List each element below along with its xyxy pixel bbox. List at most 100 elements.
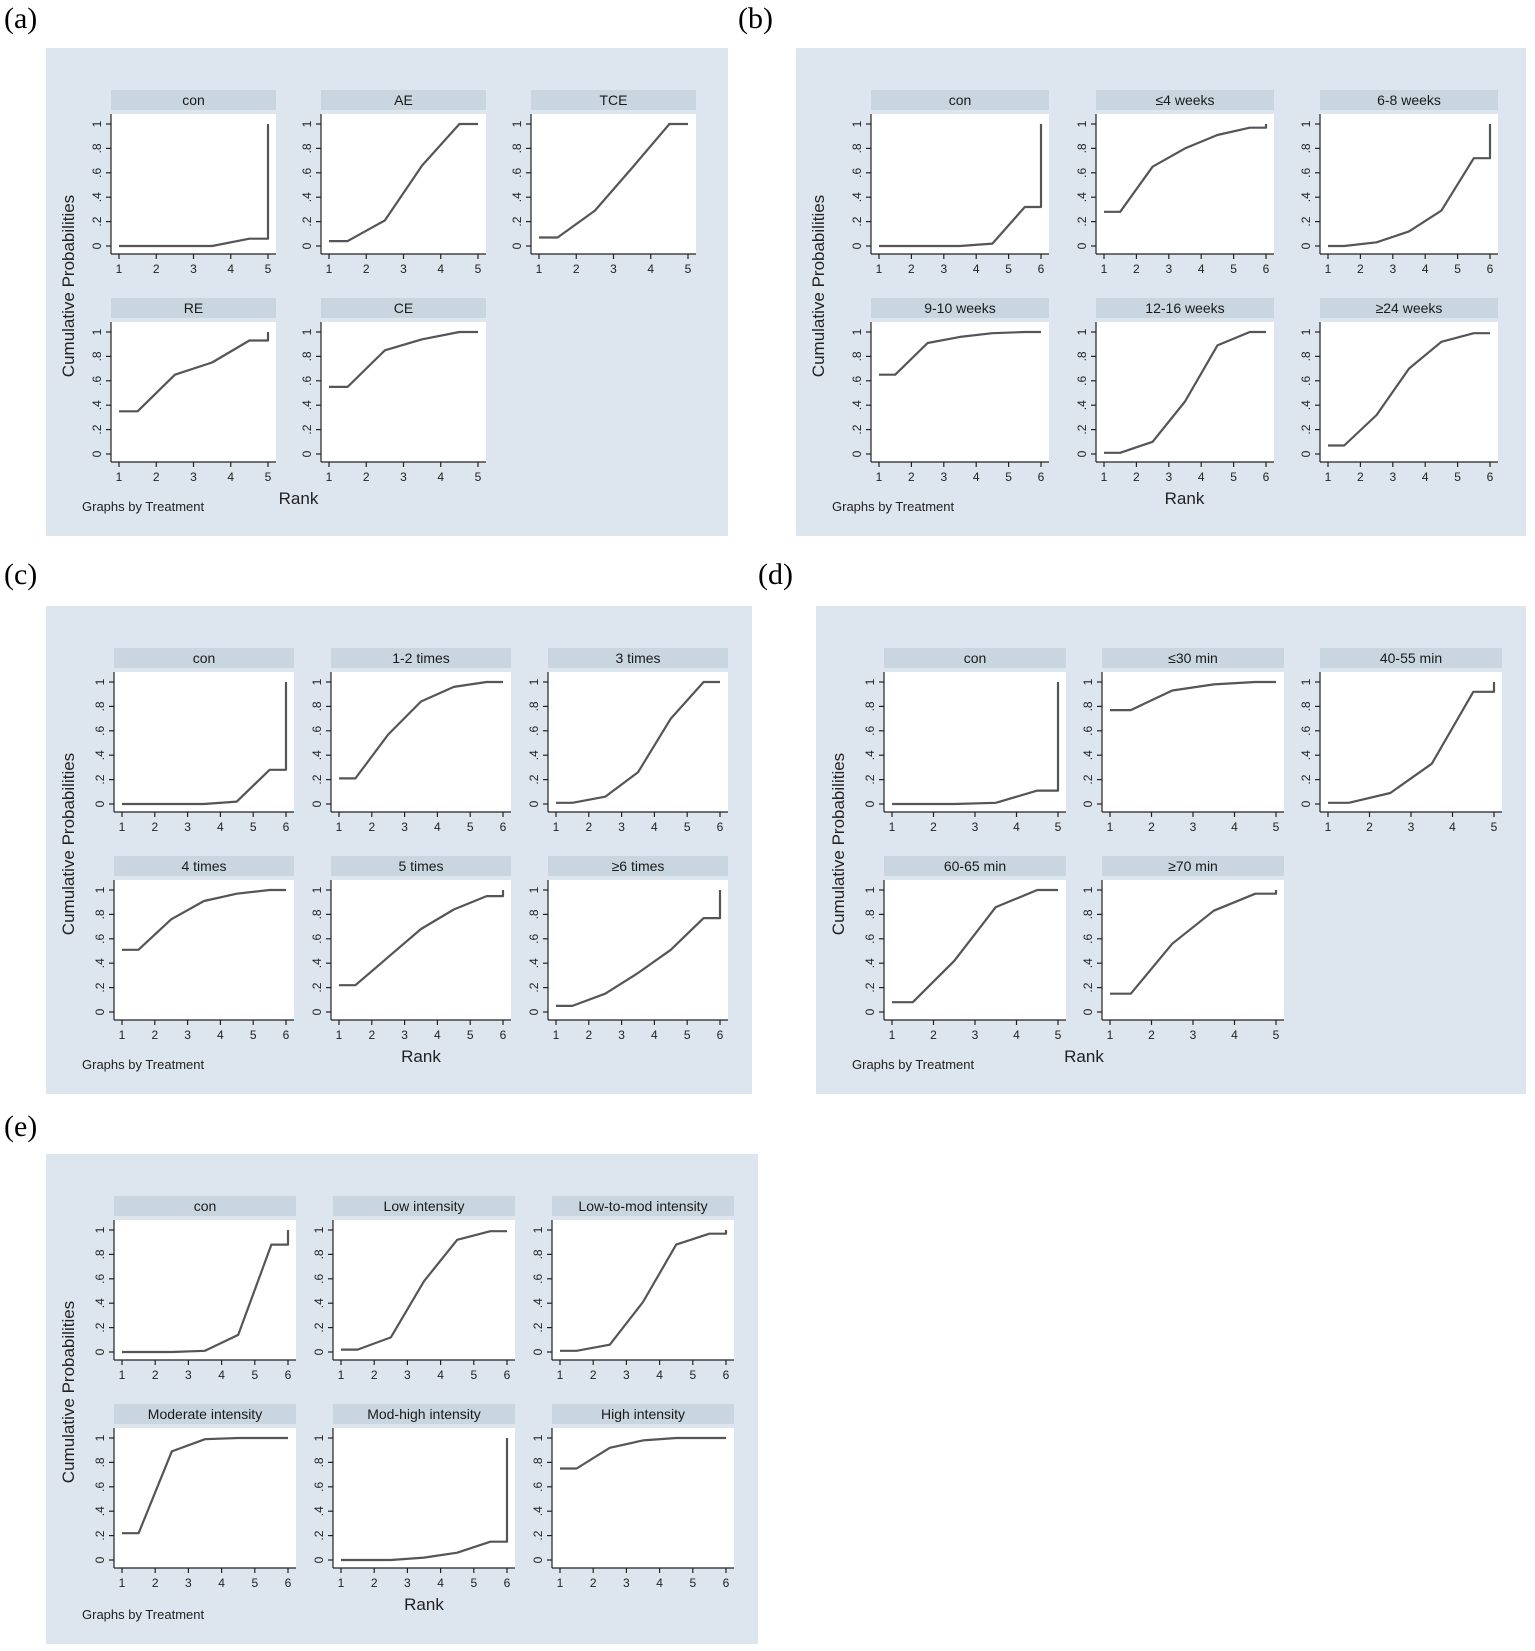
- panel-tce-x-tick-label: 1: [536, 262, 543, 276]
- panel-6-8-weeks-y-tick-label: .8: [1299, 143, 1313, 153]
- panel-ae-y-tick-label: .8: [300, 143, 314, 153]
- panel-1-2-times-y-tick-label: 0: [310, 800, 324, 807]
- panel-24-weeks-title: ≥24 weeks: [1376, 300, 1443, 316]
- panel-6-times-y-tick-label: 0: [527, 1008, 541, 1015]
- panel-con-y-tick-label: 0: [863, 800, 877, 807]
- panel-5-times-y-tick-label: .6: [310, 933, 324, 943]
- panel-40-55-min-x-tick-label: 2: [1366, 820, 1373, 834]
- panel-6-times-line: [556, 890, 722, 1007]
- panel-ce-line: [329, 330, 478, 388]
- panel-ce-y-tick-label: .4: [300, 400, 314, 410]
- y-axis-title: Cumulative Probabilities: [829, 753, 848, 935]
- panel-4-weeks-x-tick-label: 4: [1198, 262, 1205, 276]
- panel-70-min-x-tick-label: 3: [1190, 1028, 1197, 1042]
- panel-4-times-x-tick-label: 6: [283, 1028, 290, 1042]
- panel-70-min-y-tick-label: .4: [1081, 958, 1095, 968]
- panel-4-weeks-plot-area: [1096, 114, 1274, 254]
- panel-low-to-mod-intensity-y-tick-label: 1: [531, 1226, 545, 1233]
- panel-60-65-min-title: 60-65 min: [944, 858, 1006, 874]
- panel-ae-y-tick-label: .2: [300, 216, 314, 226]
- panel-3-times-y-tick-label: .4: [527, 750, 541, 760]
- panel-tce-plot-area: [531, 114, 696, 254]
- panel-30-min-y-tick-label: .6: [1081, 725, 1095, 735]
- panel-4-times-y-tick-label: .6: [93, 933, 107, 943]
- panel-con-y-tick-label: 0: [90, 242, 104, 249]
- panel-4-weeks-y-tick-label: .4: [1075, 192, 1089, 202]
- figure-e: con 0 .2 .4 .6 .8 1 1 2 3 4 5 6 Low intensity 0 .2 .4 .6.…: [46, 1154, 758, 1644]
- panel-ae-x-tick-label: 2: [363, 262, 370, 276]
- panel-6-times-strip: [548, 856, 728, 876]
- panel-60-65-min-y-tick-label: .2: [863, 982, 877, 992]
- panel-3-times-x-tick-label: 1: [553, 820, 560, 834]
- panel-ce-strip: [321, 298, 486, 318]
- panel-12-16-weeks-x-tick-label: 5: [1230, 470, 1237, 484]
- panel-con-y-tick-label: .2: [93, 1322, 107, 1332]
- panel-4-weeks-y-tick-label: 1: [1075, 120, 1089, 127]
- panel-70-min-x-tick-label: 2: [1148, 1028, 1155, 1042]
- panel-con-y-tick-label: .2: [863, 774, 877, 784]
- panel-con-plot-area: [884, 672, 1066, 812]
- panel-12-16-weeks-title: 12-16 weeks: [1145, 300, 1224, 316]
- panel-ce-x-tick-label: 4: [437, 470, 444, 484]
- panel-40-55-min-y-tick-label: .4: [1299, 750, 1313, 760]
- panel-24-weeks-x-tick-label: 5: [1454, 470, 1461, 484]
- panel-12-16-weeks-x-tick-label: 3: [1165, 470, 1172, 484]
- panel-high-intensity-x-tick-label: 6: [723, 1576, 730, 1590]
- panel-9-10-weeks-strip: [871, 298, 1049, 318]
- panel-4-weeks-x-tick-label: 2: [1133, 262, 1140, 276]
- panel-6-8-weeks-plot-area: [1320, 114, 1498, 254]
- panel-60-65-min-strip: [884, 856, 1066, 876]
- figure-d: con 0 .2 .4 .6 .8 1 1 2 3 4 5 ≤30 min 0 .2 .4 .6 .8 1 1 2 3 4 5…: [816, 606, 1526, 1094]
- panel-con-x-tick-label: 2: [930, 820, 937, 834]
- panel-24-weeks-x-tick-label: 1: [1325, 470, 1332, 484]
- panel-low-intensity-y-tick-label: .6: [312, 1273, 326, 1283]
- panel-con-x-tick-label: 3: [972, 820, 979, 834]
- panel-5-times-y-tick-label: 0: [310, 1008, 324, 1015]
- panel-40-55-min-y-tick-label: 0: [1299, 800, 1313, 807]
- panel-tce-y-tick-label: .4: [510, 192, 524, 202]
- panel-6-8-weeks-y-tick-label: 1: [1299, 120, 1313, 127]
- panel-12-16-weeks-line: [1104, 330, 1266, 454]
- graphs-by-note: Graphs by Treatment: [832, 499, 954, 514]
- panel-ae-x-tick-label: 3: [400, 262, 407, 276]
- chart-svg: con 0 .2 .4 .6 .8 1 1 2 3 4 5 ≤30 min 0 .2 .4 .6 .8 1 1 2 3 4 5…: [829, 648, 1502, 1072]
- panel-tce-x-tick-label: 2: [573, 262, 580, 276]
- panel-4-times-x-tick-label: 1: [119, 1028, 126, 1042]
- panel-5-times-x-tick-label: 4: [434, 1028, 441, 1042]
- panel-6-8-weeks-x-tick-label: 2: [1357, 262, 1364, 276]
- panel-high-intensity-y-tick-label: 0: [531, 1556, 545, 1563]
- panel-low-intensity-y-tick-label: 1: [312, 1226, 326, 1233]
- panel-9-10-weeks-x-tick-label: 2: [908, 470, 915, 484]
- figure-c: con 0 .2 .4 .6 .8 1 1 2 3 4 5 6 1-2 times 0 .2 .4 .6 .8 1 1 2…: [46, 606, 752, 1094]
- panel-con-line: [119, 124, 270, 248]
- panel-12-16-weeks-y-tick-label: 0: [1075, 450, 1089, 457]
- panel-con-strip: [114, 1196, 296, 1216]
- panel-low-to-mod-intensity-x-tick-label: 1: [557, 1368, 564, 1382]
- panel-ae-plot-area: [321, 114, 486, 254]
- panel-con-title: con: [964, 650, 987, 666]
- panel-40-55-min-y-tick-label: .6: [1299, 725, 1313, 735]
- panel-70-min-plot-area: [1102, 880, 1284, 1020]
- panel-6-8-weeks-x-tick-label: 6: [1487, 262, 1494, 276]
- panel-4-times-strip: [114, 856, 294, 876]
- panel-4-weeks-y-tick-label: .8: [1075, 143, 1089, 153]
- panel-re-y-tick-label: 0: [90, 450, 104, 457]
- panel-con-x-tick-label: 4: [218, 1368, 225, 1382]
- panel-mod-high-intensity-line: [341, 1438, 509, 1562]
- panel-low-to-mod-intensity-x-tick-label: 4: [656, 1368, 663, 1382]
- panel-con-y-tick-label: 1: [90, 120, 104, 127]
- panel-moderate-intensity-plot-area: [114, 1428, 296, 1568]
- panel-40-55-min-y-tick-label: .8: [1299, 701, 1313, 711]
- panel-high-intensity-plot-area: [552, 1428, 734, 1568]
- panel-40-55-min-x-tick-label: 3: [1408, 820, 1415, 834]
- y-axis-title: Cumulative Probabilities: [59, 1301, 78, 1483]
- panel-tce-y-tick-label: 1: [510, 120, 524, 127]
- panel-tce-x-tick-label: 3: [610, 262, 617, 276]
- panel-mod-high-intensity-x-tick-label: 1: [338, 1576, 345, 1590]
- panel-low-intensity-x-tick-label: 1: [338, 1368, 345, 1382]
- panel-30-min-y-tick-label: 1: [1081, 678, 1095, 685]
- panel-moderate-intensity-x-tick-label: 3: [185, 1576, 192, 1590]
- graphs-by-note: Graphs by Treatment: [82, 1607, 204, 1622]
- panel-40-55-min-x-tick-label: 5: [1491, 820, 1498, 834]
- panel-1-2-times-x-tick-label: 1: [336, 820, 343, 834]
